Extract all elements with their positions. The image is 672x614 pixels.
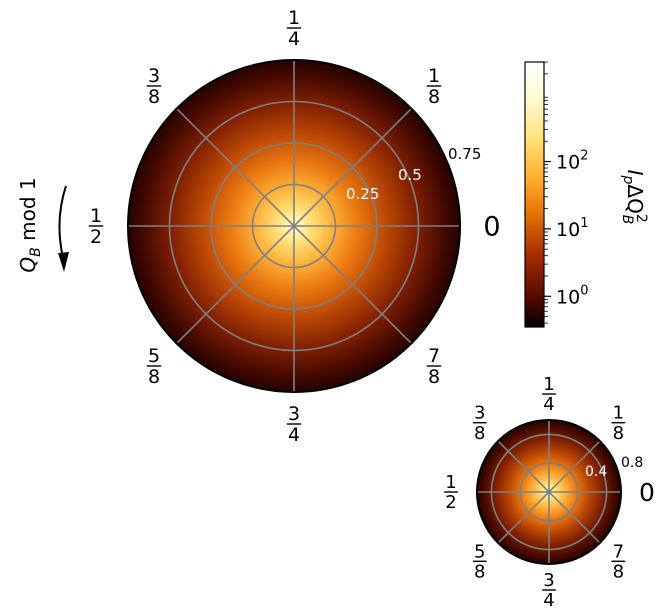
fraction-denominator: 4 (543, 394, 554, 415)
fraction-denominator: 4 (288, 28, 300, 50)
fraction-numerator: 5 (148, 345, 160, 367)
angular-grid-spoke (293, 225, 412, 344)
fraction-numerator: 3 (148, 65, 160, 87)
angular-tick-label-zero: 0 (639, 478, 655, 507)
radial-tick-label: 0.8 (621, 455, 643, 471)
fraction-numerator: 1 (428, 65, 440, 87)
fraction-numerator: 1 (543, 374, 554, 395)
fraction-denominator: 8 (148, 366, 160, 388)
fraction-denominator: 8 (613, 561, 624, 582)
polar-border-small (476, 419, 622, 565)
angular-tick-label-fraction: 58 (146, 345, 162, 388)
arrow-head-icon (58, 252, 69, 272)
radial-tick-labels-main: 0.25 0.5 0.75 (346, 145, 481, 203)
angular-tick-label-fraction: 34 (542, 570, 556, 611)
fraction-denominator: 4 (288, 424, 300, 446)
fraction-denominator: 8 (474, 561, 485, 582)
angular-tick-label-fraction: 34 (286, 403, 302, 446)
fraction-denominator: 8 (428, 86, 440, 108)
angular-grid-spoke (497, 491, 550, 544)
polar-border-main (127, 59, 461, 393)
fraction-numerator: 1 (445, 472, 456, 493)
angular-grid-main (128, 60, 460, 392)
fraction-denominator: 8 (148, 86, 160, 108)
rotation-indicator: QB mod 1 (16, 177, 69, 273)
colorbar-tick-label: 101 (556, 216, 588, 241)
fraction-denominator: 2 (445, 492, 456, 513)
fraction-numerator: 7 (428, 345, 440, 367)
angular-tick-label-fraction: 12 (444, 472, 458, 513)
radial-tick-label: 0.5 (398, 166, 422, 184)
angular-tick-label-zero: 0 (483, 212, 500, 243)
fraction-denominator: 8 (474, 423, 485, 444)
fraction-numerator: 1 (613, 403, 624, 424)
angular-tick-label-fraction: 78 (426, 345, 442, 388)
fraction-numerator: 3 (474, 403, 485, 424)
colorbar-ticks: 100 101 102 (544, 61, 588, 324)
angular-grid-spoke (548, 491, 601, 544)
angular-grid-small (477, 420, 621, 564)
angular-grid-spoke (548, 440, 601, 493)
colorbar-tick-label: 100 (556, 283, 588, 308)
angular-tick-label-fraction: 14 (286, 7, 302, 50)
angular-grid-spoke (176, 108, 295, 227)
radial-tick-label: 0.75 (448, 145, 481, 163)
fraction-numerator: 1 (90, 205, 102, 227)
fraction-denominator: 2 (90, 226, 102, 248)
colorbar-label: IpΔQ2B (619, 170, 649, 225)
angular-tick-label-fraction: 18 (426, 65, 442, 108)
angular-tick-label-fraction: 14 (542, 374, 556, 415)
fraction-denominator: 4 (543, 590, 554, 611)
angular-tick-label-fraction: 12 (88, 205, 104, 248)
clockwise-arrow-icon (58, 185, 67, 263)
radial-tick-label: 0.4 (585, 464, 607, 480)
fraction-denominator: 8 (613, 423, 624, 444)
angular-tick-label-fraction: 38 (472, 403, 487, 444)
angular-tick-label-fraction: 58 (472, 541, 487, 582)
fraction-numerator: 7 (613, 541, 624, 562)
rotation-label: QB mod 1 (16, 177, 44, 272)
angular-tick-label-fraction: 18 (611, 403, 626, 444)
angular-grid-spoke (497, 440, 550, 493)
radial-tick-label: 0.25 (346, 185, 379, 203)
colorbar-gradient (524, 61, 545, 328)
angular-tick-label-fraction: 38 (146, 65, 162, 108)
angular-tick-label-fraction: 78 (611, 541, 626, 582)
fraction-numerator: 5 (474, 541, 485, 562)
fraction-numerator: 3 (543, 570, 554, 591)
angular-grid-spoke (176, 225, 295, 344)
fraction-numerator: 3 (288, 403, 300, 425)
angular-grid-spoke (293, 108, 412, 227)
fraction-numerator: 1 (288, 7, 300, 29)
fraction-denominator: 8 (428, 366, 440, 388)
colorbar: 100 101 102 IpΔQ2B (524, 61, 649, 328)
radial-tick-labels-small: 0.4 0.8 (585, 455, 643, 480)
colorbar-tick-label: 102 (556, 149, 588, 174)
